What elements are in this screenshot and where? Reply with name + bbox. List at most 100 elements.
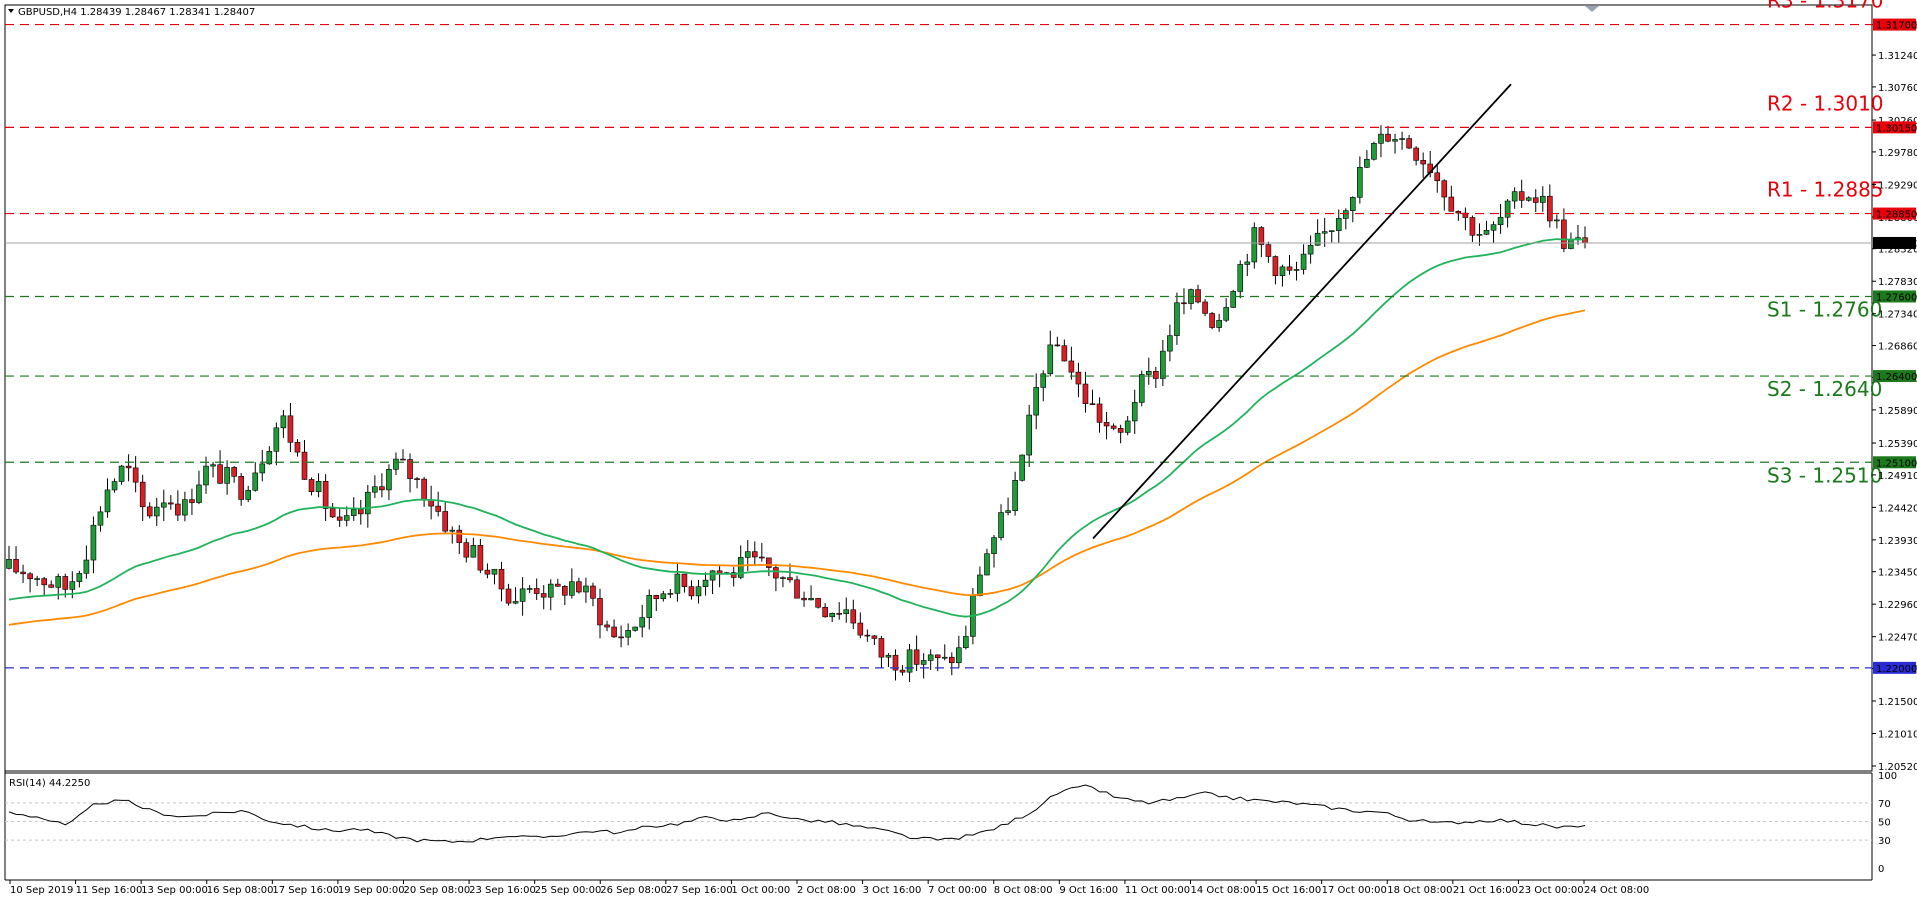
candle [13, 546, 19, 575]
candle-body [1181, 302, 1187, 305]
candle-body [562, 586, 568, 596]
candle-body [1300, 253, 1307, 270]
candle [1251, 222, 1258, 269]
candle [1483, 220, 1490, 236]
candle-body [1399, 138, 1405, 140]
candle-body [308, 479, 315, 492]
candle [1525, 196, 1532, 202]
candle-body [857, 622, 864, 636]
candle-body [386, 469, 392, 491]
candle-body [688, 586, 695, 597]
candle [27, 572, 33, 593]
candle [1350, 196, 1356, 223]
candle [576, 577, 582, 594]
candle-body [639, 617, 646, 628]
candle-body [1525, 197, 1532, 201]
candle [1455, 210, 1462, 221]
candle [808, 585, 814, 601]
candle [196, 470, 202, 505]
candle-body [1364, 158, 1370, 168]
level-label-support: S1 - 1.2760 [1767, 297, 1882, 321]
candle [6, 545, 12, 570]
candle [1181, 288, 1187, 315]
candle-body [125, 465, 132, 469]
candle-body [111, 481, 118, 491]
menu-triangle-icon[interactable] [8, 9, 14, 13]
candle [787, 563, 793, 583]
candle [597, 588, 603, 639]
candle [1582, 226, 1588, 249]
candle [301, 439, 308, 480]
price-tick-label: 1.27340 [1878, 310, 1917, 321]
candle [357, 499, 364, 525]
candle [1532, 189, 1539, 213]
candle-body [273, 427, 280, 452]
candle [716, 564, 723, 588]
candle [569, 568, 575, 599]
candle-body [1223, 307, 1229, 321]
rsi-line [8, 784, 1586, 843]
candle-body [449, 529, 456, 532]
price-tick-label: 1.29780 [1878, 148, 1917, 159]
candle-body [836, 613, 843, 615]
candle-body [991, 537, 997, 554]
candle [491, 568, 498, 585]
candle-body [843, 609, 850, 614]
candle [1124, 415, 1131, 436]
candle [266, 446, 273, 465]
candle-body [1124, 420, 1131, 433]
trendline [1092, 83, 1512, 540]
candle [1153, 366, 1159, 389]
shift-marker-icon[interactable] [1585, 6, 1599, 12]
candle [146, 502, 153, 519]
time-tick-label: 10 Sep 2019 [10, 885, 73, 896]
price-tick-label: 1.28320 [1878, 245, 1917, 256]
candle-body [822, 606, 828, 618]
candle-body [526, 588, 533, 590]
candle [1497, 203, 1504, 234]
candle [1075, 362, 1082, 398]
candle-body [407, 459, 413, 479]
candle-body [1448, 196, 1455, 212]
candle-body [435, 505, 441, 512]
candle [104, 478, 111, 518]
candle-body [1061, 345, 1068, 362]
candle [435, 491, 441, 517]
candle [1258, 226, 1265, 258]
time-tick-label: 15 Oct 16:00 [1256, 885, 1321, 896]
candle [1568, 232, 1574, 250]
candle-body [1434, 172, 1441, 182]
time-tick-label: 18 Oct 08:00 [1387, 885, 1452, 896]
candle [1167, 324, 1173, 362]
candle [920, 653, 927, 679]
candle [484, 563, 491, 579]
candle [843, 597, 850, 623]
candle [780, 576, 786, 588]
candle-body [245, 490, 252, 500]
candle [498, 561, 505, 602]
price-tick-label: 1.21500 [1878, 697, 1917, 708]
candle-body [794, 579, 800, 599]
candle [48, 580, 55, 588]
candle-body [780, 577, 786, 579]
candle-body [1174, 302, 1180, 336]
candle-body [590, 585, 596, 599]
candle-body [322, 481, 329, 509]
candle [83, 545, 90, 579]
candle-body [920, 660, 927, 665]
candle-body [484, 569, 491, 575]
candle-body [463, 542, 470, 558]
candle-body [1385, 133, 1391, 142]
candle [1420, 152, 1426, 178]
candle [245, 485, 252, 503]
candle [287, 402, 294, 453]
candle [1357, 156, 1363, 204]
candle-body [1441, 180, 1448, 198]
candle-body [1392, 139, 1398, 142]
candle [1047, 330, 1054, 377]
time-tick-label: 11 Oct 00:00 [1125, 885, 1190, 896]
candle-body [231, 467, 237, 477]
candle-body [224, 467, 230, 484]
rsi-tick-label: 0 [1878, 864, 1884, 875]
